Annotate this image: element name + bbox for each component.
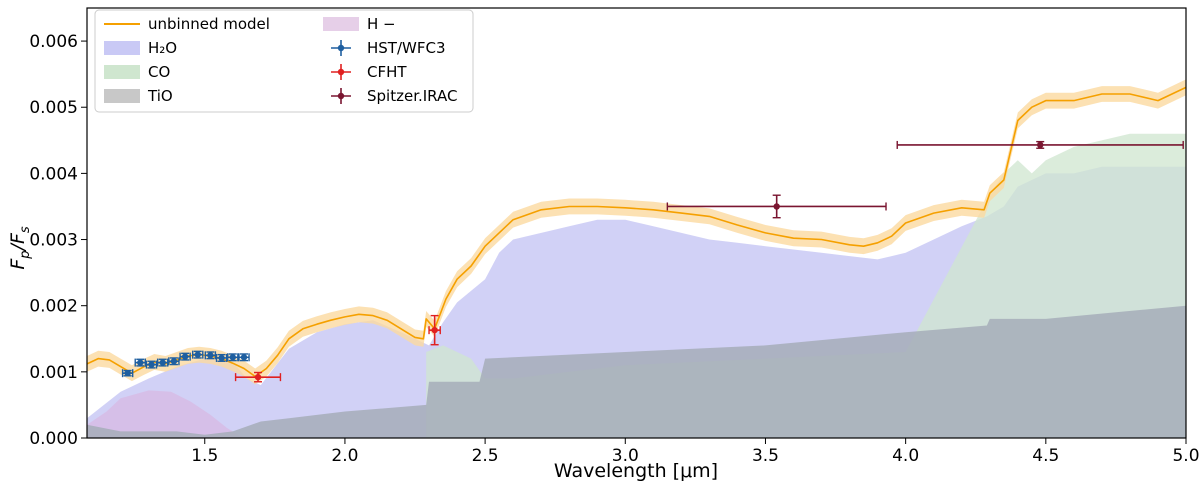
legend-swatch-dot-6 bbox=[337, 68, 345, 76]
x-tick-label-6: 4.5 bbox=[1032, 446, 1059, 466]
x-tick-label-0: 1.5 bbox=[191, 446, 218, 466]
y-tick-label-0: 0.000 bbox=[29, 429, 78, 449]
plot-area bbox=[87, 79, 1186, 438]
obs-point-0-9 bbox=[229, 354, 236, 361]
y-tick-label-2: 0.002 bbox=[29, 297, 78, 317]
y-tick-label-1: 0.001 bbox=[29, 363, 78, 383]
legend-label-6: CFHT bbox=[367, 63, 407, 81]
obs-point-0-3 bbox=[159, 359, 166, 366]
y-label-sub-s: s bbox=[18, 226, 33, 233]
legend-swatch-3 bbox=[104, 89, 140, 103]
obs-point-0-7 bbox=[207, 352, 214, 359]
obs-point-0-8 bbox=[218, 354, 225, 362]
obs-point-2-1 bbox=[1037, 141, 1044, 149]
y-tick-label-6: 0.006 bbox=[29, 32, 78, 52]
legend-label-2: CO bbox=[148, 63, 170, 81]
x-tick-label-3: 3.0 bbox=[612, 446, 639, 466]
legend-label-1: H₂O bbox=[148, 39, 177, 57]
x-tick-label-2: 2.5 bbox=[472, 446, 499, 466]
obs-point-1-1 bbox=[431, 326, 438, 334]
y-label-sep: /F bbox=[7, 232, 29, 252]
x-tick-label-5: 4.0 bbox=[892, 446, 919, 466]
obs-point-0-0 bbox=[124, 369, 131, 377]
legend-label-4: H − bbox=[367, 15, 396, 33]
legend-box bbox=[94, 9, 474, 113]
y-axis-label: Fp/Fs bbox=[7, 226, 33, 270]
obs-point-2-0 bbox=[773, 203, 780, 210]
legend-swatch-dot-7 bbox=[337, 92, 345, 100]
obs-point-1-0 bbox=[254, 373, 262, 381]
obs-group-0 bbox=[121, 350, 250, 378]
y-label-f: F bbox=[7, 258, 29, 270]
obs-point-0-5 bbox=[181, 353, 189, 360]
x-tick-label-1: 2.0 bbox=[331, 446, 358, 466]
obs-point-0-6 bbox=[194, 351, 201, 358]
obs-point-0-4 bbox=[170, 358, 178, 365]
obs-group-2 bbox=[666, 140, 1184, 219]
x-tick-label-7: 5.0 bbox=[1172, 446, 1199, 466]
y-tick-label-5: 0.005 bbox=[29, 98, 78, 118]
legend-label-7: Spitzer.IRAC bbox=[367, 87, 457, 105]
legend-swatch-2 bbox=[104, 65, 140, 79]
x-tick-label-4: 3.5 bbox=[752, 446, 779, 466]
y-label-sub-p: p bbox=[18, 250, 33, 259]
axes-frame bbox=[86, 7, 1187, 439]
obs-point-0-2 bbox=[148, 361, 155, 368]
legend-swatch-dot-5 bbox=[337, 44, 345, 52]
model-uncertainty-band bbox=[87, 79, 1186, 385]
obs-point-0-1 bbox=[137, 359, 144, 366]
legend: unbinned model H₂O CO TiO H − HST/WFC3 CFHT Spi… bbox=[94, 9, 474, 113]
legend-label-5: HST/WFC3 bbox=[367, 39, 446, 57]
y-tick-label-4: 0.004 bbox=[29, 164, 78, 184]
legend-label-3: TiO bbox=[147, 87, 173, 105]
y-tick-label-3: 0.003 bbox=[29, 231, 78, 251]
obs-point-0-10 bbox=[240, 354, 248, 361]
legend-label-0: unbinned model bbox=[148, 15, 270, 33]
axes: 1.5 2.0 2.5 3.0 3.5 4.0 4.5 5.0 0.000 0.001 0.002 0… bbox=[29, 7, 1200, 466]
x-axis-label: Wavelength [μm] bbox=[554, 460, 718, 482]
legend-swatch-4 bbox=[323, 17, 359, 31]
plot-layers bbox=[87, 79, 1186, 438]
obs-group-1 bbox=[234, 314, 441, 383]
hminus-area bbox=[87, 390, 244, 438]
tio-area bbox=[87, 305, 1186, 438]
legend-swatch-1 bbox=[104, 41, 140, 55]
